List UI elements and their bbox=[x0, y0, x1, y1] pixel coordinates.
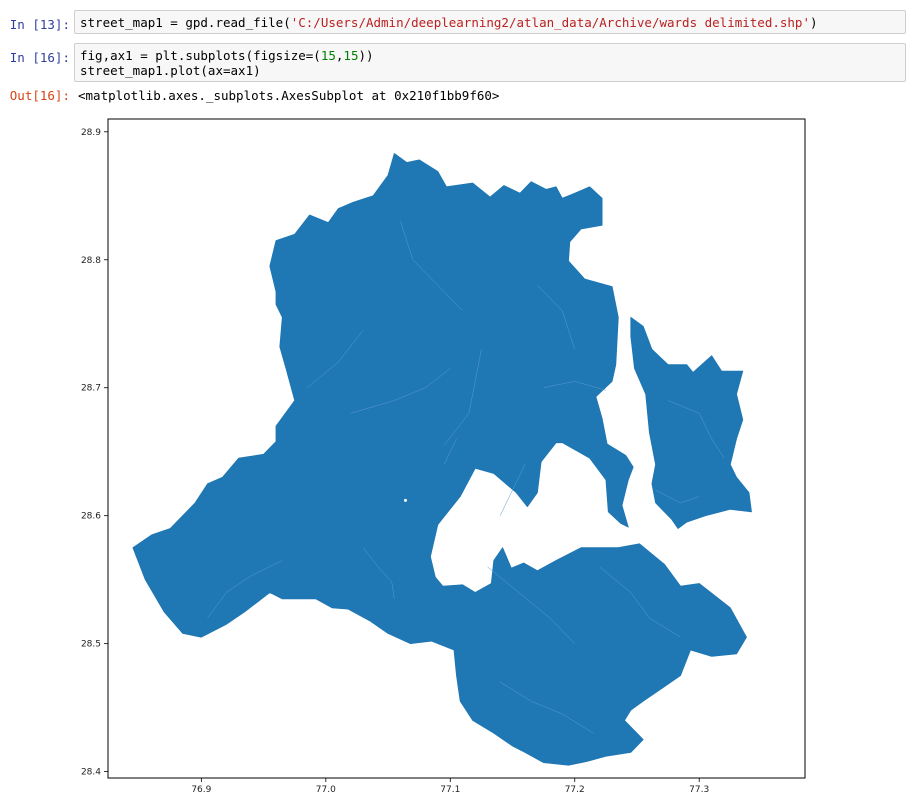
x-tick-label: 77.3 bbox=[689, 785, 709, 795]
cell-16-out-prompt: Out[16]: bbox=[9, 88, 70, 103]
cell-16-code-input[interactable]: fig,ax1 = plt.subplots(figsize=(15,15)) s… bbox=[74, 43, 906, 82]
y-tick-label: 28.6 bbox=[81, 512, 101, 522]
code-number-literal: 15 bbox=[343, 48, 359, 63]
x-tick-label: 77.0 bbox=[316, 785, 336, 795]
ward-boundary-line bbox=[306, 329, 364, 388]
ward-boundary-line bbox=[400, 221, 463, 312]
map-regions bbox=[132, 153, 752, 766]
region-hole bbox=[403, 498, 407, 502]
ward-boundary-line bbox=[487, 566, 575, 644]
x-tick-label: 76.9 bbox=[191, 785, 211, 795]
ward-boundary-line bbox=[543, 381, 606, 391]
code-line-2: street_map1.plot(ax=ax1) bbox=[80, 63, 261, 78]
ward-boundary-line bbox=[655, 489, 700, 504]
cell-16-output-text: <matplotlib.axes._subplots.AxesSubplot a… bbox=[78, 88, 500, 103]
code-text: )) bbox=[358, 48, 374, 63]
ward-boundary-line bbox=[443, 438, 457, 465]
code-number-literal: 15 bbox=[320, 48, 336, 63]
code-text: street_map1 = gpd.read_file( bbox=[80, 15, 291, 30]
cell-13-in-prompt: In [13]: bbox=[9, 17, 70, 32]
region-main bbox=[132, 153, 747, 766]
y-tick-label: 28.8 bbox=[81, 256, 101, 266]
x-axis-ticks: 76.9 77.0 77.1 77.2 77.3 bbox=[191, 778, 709, 795]
region-east bbox=[630, 316, 752, 529]
ward-boundaries bbox=[207, 221, 725, 734]
x-tick-label: 77.1 bbox=[440, 785, 460, 795]
y-axis-ticks: 28.9 28.8 28.7 28.6 28.5 28.4 bbox=[81, 128, 108, 778]
ward-boundary-line bbox=[537, 285, 575, 350]
cell-16-in-prompt: In [16]: bbox=[9, 50, 70, 65]
code-text: , bbox=[335, 48, 344, 63]
y-tick-label: 28.5 bbox=[81, 640, 101, 650]
ward-boundary-line bbox=[499, 681, 594, 734]
code-line-1: fig,ax1 = plt.subplots(figsize=(15,15)) bbox=[80, 48, 900, 63]
ward-boundary-line bbox=[363, 547, 395, 599]
ward-boundary-line bbox=[207, 560, 283, 619]
code-string-literal: 'C:/Users/Admin/deeplearning2/atlan_data… bbox=[290, 15, 810, 30]
axes-frame bbox=[107, 118, 806, 779]
ward-boundary-line bbox=[350, 368, 451, 414]
code-text: fig,ax1 = plt.subplots(figsize=( bbox=[80, 48, 321, 63]
ward-boundary-line bbox=[499, 464, 526, 516]
y-tick-label: 28.7 bbox=[81, 384, 101, 394]
ward-boundary-line bbox=[443, 349, 482, 446]
cell-13-code-input[interactable]: street_map1 = gpd.read_file('C:/Users/Ad… bbox=[74, 10, 906, 34]
y-tick-label: 28.9 bbox=[81, 128, 101, 138]
x-tick-label: 77.2 bbox=[565, 785, 585, 795]
ward-boundary-line bbox=[668, 400, 725, 459]
code-text: ) bbox=[810, 15, 818, 30]
y-tick-label: 28.4 bbox=[81, 768, 101, 778]
ward-boundary-line bbox=[599, 566, 681, 638]
